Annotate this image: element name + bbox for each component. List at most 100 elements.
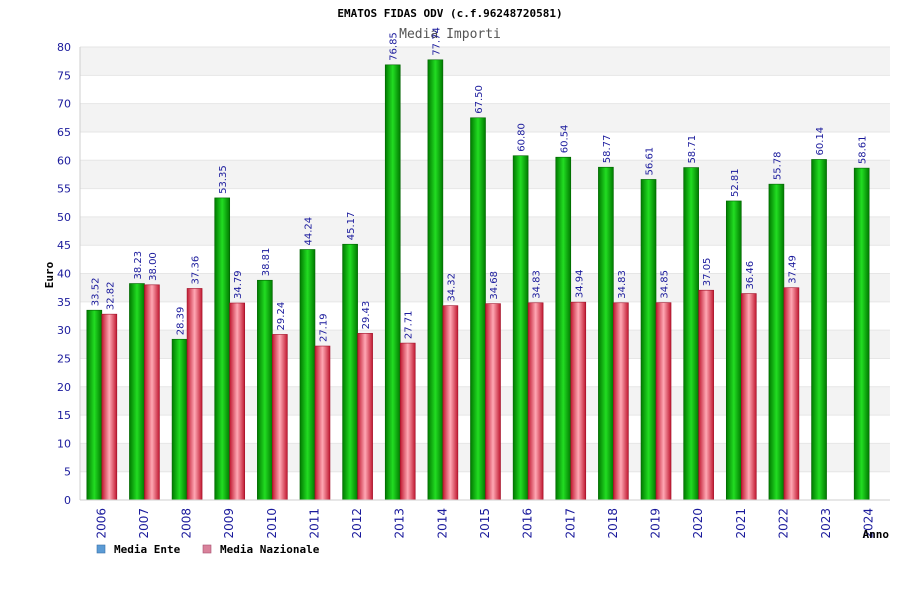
x-tick-label: 2006	[94, 508, 108, 539]
data-label-media-ente: 77.74	[431, 27, 442, 56]
data-label-media-ente: 67.50	[474, 85, 485, 114]
x-tick-label: 2015	[478, 508, 492, 539]
bar-media-ente	[512, 155, 529, 501]
bar-media-ente	[257, 279, 273, 501]
bar-media-nazionale	[399, 342, 416, 501]
x-tick-label: 2024	[862, 508, 876, 539]
data-label-media-ente: 38.23	[133, 251, 144, 280]
y-tick-label: 70	[57, 98, 71, 111]
data-label-media-ente: 45.17	[346, 212, 357, 241]
bar-media-ente	[853, 167, 870, 501]
bar-media-ente	[555, 156, 572, 501]
bar-media-ente	[683, 167, 699, 501]
data-label-media-nazionale: 34.85	[660, 270, 671, 299]
bar-media-ente	[598, 166, 614, 501]
data-label-media-ente: 60.54	[559, 125, 570, 154]
data-label-media-ente: 28.39	[176, 307, 187, 336]
data-label-media-nazionale: 37.36	[191, 256, 202, 285]
bar-media-nazionale	[272, 334, 288, 501]
bar-media-nazionale	[186, 288, 203, 501]
bar-media-nazionale	[314, 345, 331, 501]
y-tick-label: 15	[57, 409, 71, 422]
data-label-media-nazionale: 34.83	[617, 270, 628, 299]
y-tick-label: 40	[57, 268, 71, 281]
data-label-media-ente: 52.81	[730, 168, 741, 197]
bar-media-nazionale	[101, 313, 118, 501]
y-axis: 0 5 10 15 20 25 30 35 40 45 50 55 60 65 70 75 80	[57, 41, 81, 507]
data-label-media-nazionale: 29.43	[361, 301, 372, 330]
data-label-media-nazionale: 27.71	[404, 310, 415, 339]
bar-media-nazionale	[613, 302, 629, 501]
bar-media-nazionale	[144, 284, 160, 501]
bar-media-ente	[342, 243, 358, 501]
data-label-media-ente: 58.61	[858, 135, 869, 164]
x-tick-label: 2010	[265, 508, 279, 539]
data-label-media-nazionale: 34.94	[574, 270, 585, 299]
chart-title: EMATOS FIDAS ODV (c.f.96248720581)	[337, 7, 562, 20]
bar-media-nazionale	[783, 287, 800, 501]
x-tick-label: 2016	[521, 508, 535, 539]
data-label-media-nazionale: 32.82	[105, 282, 116, 311]
data-label-media-ente: 53.35	[218, 165, 229, 194]
y-tick-label: 10	[57, 437, 71, 450]
bar-media-ente	[86, 309, 103, 501]
data-label-media-ente: 55.78	[772, 152, 783, 181]
x-tick-label: 2013	[393, 508, 407, 539]
data-label-media-ente: 38.81	[261, 248, 272, 277]
x-tick-label: 2023	[819, 508, 833, 539]
bar-media-ente	[427, 59, 444, 501]
y-tick-label: 45	[57, 239, 71, 252]
data-label-media-nazionale: 34.83	[532, 270, 543, 299]
data-label-media-ente: 60.14	[815, 127, 826, 156]
x-tick-label: 2021	[734, 508, 748, 539]
legend: Media Ente Media Nazionale	[96, 543, 320, 556]
x-tick-label: 2007	[137, 508, 151, 539]
data-label-media-ente: 76.85	[389, 32, 400, 61]
data-label-media-nazionale: 37.49	[787, 255, 798, 284]
bar-media-nazionale	[698, 289, 714, 501]
data-label-media-nazionale: 34.32	[446, 273, 457, 302]
bar-media-nazionale	[357, 333, 373, 501]
data-label-media-nazionale: 27.19	[318, 313, 329, 342]
data-label-media-ente: 58.71	[687, 135, 698, 164]
legend-label-media-nazionale: Media Nazionale	[220, 543, 320, 556]
data-label-media-nazionale: 29.24	[276, 302, 287, 331]
legend-swatch-media-ente	[96, 544, 106, 554]
x-tick-label: 2009	[222, 508, 236, 539]
bar-media-nazionale	[570, 301, 587, 501]
grid-band	[80, 47, 890, 76]
x-tick-label: 2012	[350, 508, 364, 539]
data-label-media-nazionale: 38.00	[148, 252, 159, 281]
bar-media-ente	[171, 338, 188, 501]
legend-label-media-ente: Media Ente	[114, 543, 181, 556]
x-tick-label: 2018	[606, 508, 620, 539]
y-tick-label: 50	[57, 211, 71, 224]
bar-media-nazionale	[229, 302, 246, 501]
data-label-media-ente: 56.61	[645, 147, 656, 176]
x-tick-label: 2011	[307, 508, 321, 539]
x-tick-label: 2020	[691, 508, 705, 539]
bar-media-ente	[640, 179, 657, 501]
data-label-media-nazionale: 34.79	[233, 270, 244, 299]
data-labels: 33.52 32.82 38.23 38.00 28.39 37.36 53.35 34.79…	[90, 27, 868, 342]
y-axis-label: Euro	[43, 261, 56, 288]
y-tick-label: 55	[57, 183, 71, 196]
x-tick-label: 2017	[563, 508, 577, 539]
bar-media-nazionale	[442, 305, 459, 501]
data-label-media-ente: 33.52	[90, 278, 101, 307]
x-axis: 2006 2007 2008 2009 2010 2011 2012 2013 2014 2015…	[80, 499, 890, 539]
bar-media-nazionale	[485, 303, 501, 501]
x-tick-label: 2008	[180, 508, 194, 539]
legend-swatch-media-nazionale	[202, 544, 212, 554]
y-tick-label: 80	[57, 41, 71, 54]
data-label-media-ente: 58.77	[602, 135, 613, 164]
data-label-media-nazionale: 37.05	[702, 258, 713, 287]
bar-media-ente	[725, 200, 742, 501]
x-axis-label: Anno	[863, 528, 890, 541]
bar-media-ente	[811, 159, 827, 501]
y-tick-label: 75	[57, 69, 71, 82]
bar-media-ente	[214, 197, 231, 501]
y-tick-label: 0	[64, 494, 71, 507]
bar-media-nazionale	[655, 302, 672, 501]
